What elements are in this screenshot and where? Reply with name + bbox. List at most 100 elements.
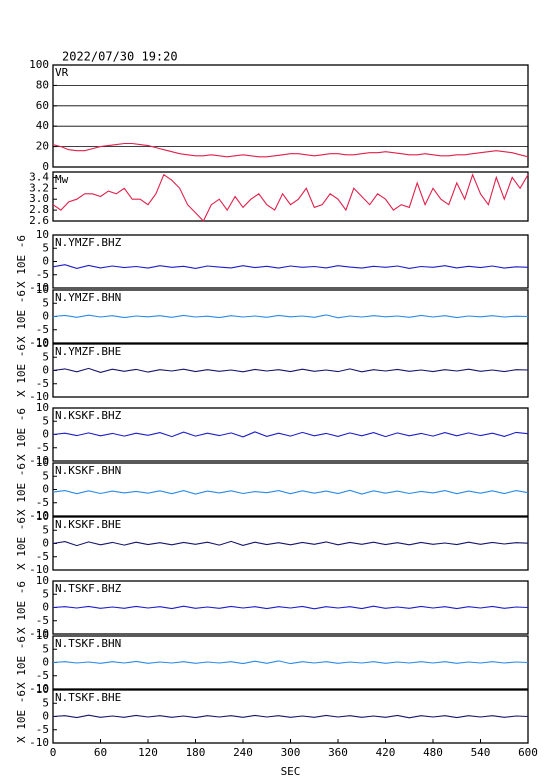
y-tick-label: -10: [29, 563, 49, 576]
y-tick-label: 0: [42, 537, 49, 550]
y-tick-label: -10: [29, 390, 49, 403]
panel-label: N.YMZF.BHE: [55, 345, 121, 358]
x-axis-label: SEC: [281, 765, 301, 778]
y-axis-label: X 10E -6: [15, 463, 28, 516]
y-tick-label: -10: [29, 682, 49, 695]
x-tick-label: 540: [471, 746, 491, 759]
y-tick-label: -5: [36, 323, 49, 336]
panel-label: N.TSKF.BHZ: [55, 582, 122, 595]
y-tick-label: 0: [42, 483, 49, 496]
y-axis-label: X 10E -6: [15, 690, 28, 743]
y-tick-label: 10: [36, 401, 49, 414]
y-tick-label: -5: [36, 723, 49, 736]
y-tick-label: 10: [36, 337, 49, 350]
trace-line: [52, 431, 529, 438]
panel-label: N.KSKF.BHZ: [55, 409, 122, 422]
y-tick-label: 0: [42, 601, 49, 614]
x-tick-label: 60: [94, 746, 107, 759]
trace-line: [52, 714, 529, 719]
y-tick-label: 0: [42, 160, 49, 173]
y-tick-label: 3.4: [29, 170, 49, 183]
panel-label: Mw: [55, 173, 69, 186]
x-tick-label: 120: [138, 746, 158, 759]
plot-frame: [52, 171, 529, 222]
y-tick-label: 0: [42, 310, 49, 323]
y-tick-label: -10: [29, 736, 49, 749]
panel-label: N.KSKF.BHE: [55, 518, 121, 531]
y-axis-label: X 10E -6: [15, 636, 28, 689]
y-tick-label: 5: [42, 241, 49, 254]
trace-line: [52, 660, 529, 665]
y-tick-label: -5: [36, 441, 49, 454]
y-tick-label: 10: [36, 574, 49, 587]
y-tick-label: 10: [36, 510, 49, 523]
y-tick-label: -10: [29, 509, 49, 522]
y-tick-label: 5: [42, 642, 49, 655]
y-tick-label: 0: [42, 710, 49, 723]
trace-line: [52, 605, 529, 610]
x-tick-label: 180: [186, 746, 206, 759]
panel-label: N.TSKF.BHE: [55, 691, 121, 704]
y-tick-label: 5: [42, 469, 49, 482]
y-tick-label: -5: [36, 268, 49, 281]
y-tick-label: -10: [29, 454, 49, 467]
y-tick-label: 0: [42, 255, 49, 268]
y-tick-label: 10: [36, 283, 49, 296]
chart-title: 2022/07/30 19:20: [62, 50, 178, 64]
y-tick-label: 10: [36, 629, 49, 642]
trace-line: [52, 314, 529, 319]
x-tick-label: 480: [423, 746, 443, 759]
trace-line: [52, 367, 529, 373]
trace-line: [52, 173, 529, 222]
plot-frame: [52, 516, 529, 571]
y-tick-label: 2.8: [29, 203, 49, 216]
y-tick-label: -5: [36, 496, 49, 509]
x-tick-label: 420: [376, 746, 396, 759]
trace-line: [52, 489, 529, 495]
y-tick-label: 3.2: [29, 181, 49, 194]
y-tick-label: 10: [36, 456, 49, 469]
y-axis-label: X 10E -6: [15, 290, 28, 343]
y-tick-label: 3.0: [29, 192, 49, 205]
y-tick-label: 10: [36, 683, 49, 696]
plot-frame: [52, 689, 529, 744]
y-tick-label: 0: [42, 656, 49, 669]
y-tick-label: 5: [42, 696, 49, 709]
plot-frame: [52, 234, 529, 289]
x-tick-label: 240: [233, 746, 253, 759]
trace-line: [52, 264, 529, 269]
trace-line: [52, 540, 529, 547]
y-tick-label: -5: [36, 669, 49, 682]
y-axis-label: X 10E -6: [15, 235, 28, 288]
panel-label: VR: [55, 66, 69, 79]
y-tick-label: 5: [42, 414, 49, 427]
y-tick-label: -5: [36, 614, 49, 627]
y-axis-label: X 10E -6: [15, 517, 28, 570]
y-tick-label: 40: [36, 119, 49, 132]
y-tick-label: 5: [42, 523, 49, 536]
y-tick-label: 10: [36, 228, 49, 241]
y-tick-label: 0: [42, 428, 49, 441]
y-tick-label: 80: [36, 78, 49, 91]
y-tick-label: 20: [36, 140, 49, 153]
trace-line: [52, 142, 529, 158]
x-tick-label: 0: [50, 746, 57, 759]
y-tick-label: -5: [36, 550, 49, 563]
plot-frame: [52, 462, 529, 517]
y-tick-label: 5: [42, 587, 49, 600]
y-tick-label: 5: [42, 296, 49, 309]
y-tick-label: -10: [29, 281, 49, 294]
y-tick-label: -5: [36, 377, 49, 390]
panel-label: N.YMZF.BHZ: [55, 236, 122, 249]
y-axis-label: X 10E -6: [15, 581, 28, 634]
y-tick-label: -10: [29, 336, 49, 349]
panel-label: N.KSKF.BHN: [55, 464, 121, 477]
plot-frame: [52, 64, 529, 168]
y-tick-label: 100: [29, 58, 49, 71]
panel-label: N.YMZF.BHN: [55, 291, 121, 304]
plot-frame: [52, 407, 529, 462]
y-axis-label: X 10E -6: [15, 344, 28, 397]
panel-label: N.TSKF.BHN: [55, 637, 121, 650]
x-tick-label: 600: [518, 746, 538, 759]
